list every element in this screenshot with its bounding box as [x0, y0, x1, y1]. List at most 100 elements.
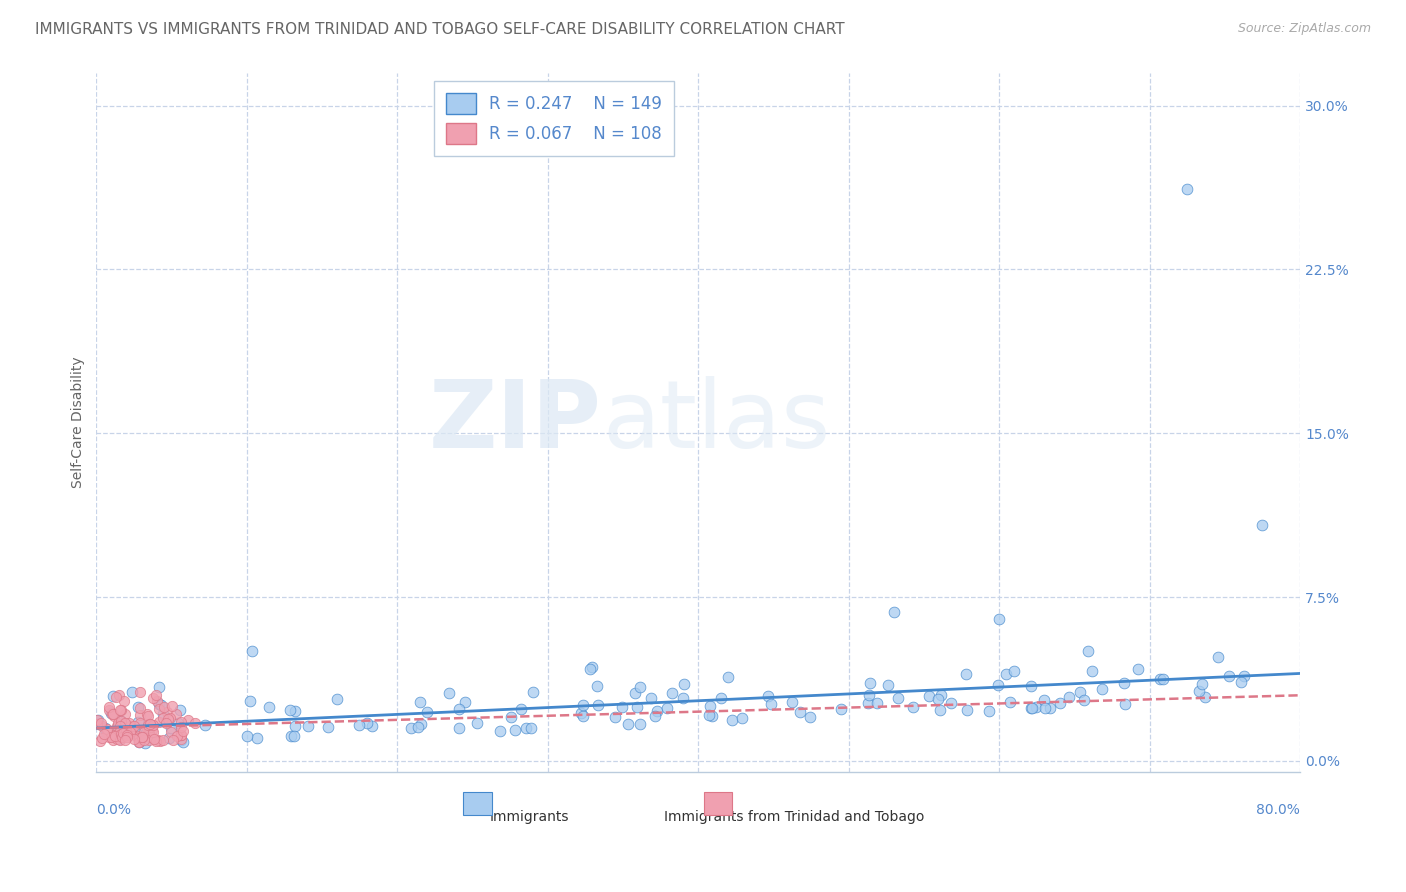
Point	[520, 722, 543, 736]
Point	[628, 716, 651, 731]
Point	[406, 721, 429, 735]
Point	[101, 689, 124, 703]
Point	[105, 690, 128, 704]
Point	[416, 706, 439, 720]
Point	[108, 732, 131, 747]
Point	[118, 725, 141, 739]
Point	[169, 703, 191, 717]
Point	[1175, 182, 1198, 196]
Point	[1077, 643, 1099, 657]
Point	[136, 720, 159, 734]
Point	[572, 709, 595, 723]
Point	[155, 715, 177, 730]
Point	[859, 676, 882, 690]
Point	[110, 703, 132, 717]
Point	[789, 706, 811, 720]
Point	[1033, 693, 1056, 707]
Point	[1187, 684, 1209, 698]
Point	[103, 708, 125, 723]
Point	[877, 678, 900, 692]
Point	[644, 709, 666, 723]
Point	[97, 731, 120, 745]
Point	[409, 695, 432, 709]
Point	[655, 700, 678, 714]
Point	[588, 698, 610, 712]
Point	[152, 707, 174, 722]
Point	[1021, 701, 1043, 715]
Point	[96, 724, 118, 739]
Point	[101, 706, 124, 721]
Point	[93, 722, 115, 736]
Point	[1114, 698, 1136, 712]
Point	[149, 734, 172, 748]
Point	[454, 695, 477, 709]
Point	[90, 716, 112, 731]
Text: IMMIGRANTS VS IMMIGRANTS FROM TRINIDAD AND TOBAGO SELF-CARE DISABILITY CORRELATI: IMMIGRANTS VS IMMIGRANTS FROM TRINIDAD A…	[35, 22, 845, 37]
Point	[1002, 664, 1025, 678]
Point	[326, 691, 349, 706]
Point	[640, 691, 662, 706]
Point	[166, 715, 188, 730]
Point	[103, 732, 125, 747]
Point	[617, 717, 640, 731]
Point	[98, 725, 121, 739]
Point	[1206, 650, 1229, 665]
Point	[1152, 672, 1174, 686]
Point	[239, 694, 262, 708]
Point	[152, 711, 174, 725]
Point	[437, 686, 460, 700]
Point	[246, 731, 269, 746]
Point	[278, 703, 301, 717]
Point	[581, 660, 603, 674]
Point	[235, 729, 257, 743]
Point	[128, 734, 150, 748]
Point	[142, 725, 165, 739]
Point	[699, 698, 721, 713]
Point	[108, 718, 131, 732]
Point	[170, 715, 193, 730]
Point	[1091, 681, 1114, 696]
Point	[1073, 693, 1095, 707]
Point	[172, 735, 194, 749]
Text: 0.0%: 0.0%	[97, 803, 131, 817]
Point	[401, 722, 423, 736]
Point	[117, 728, 139, 742]
Point	[177, 714, 200, 728]
Point	[578, 662, 600, 676]
Point	[115, 724, 138, 739]
Point	[170, 728, 193, 742]
Point	[626, 700, 648, 714]
Point	[661, 686, 683, 700]
Text: 80.0%: 80.0%	[1256, 803, 1301, 817]
Point	[114, 706, 136, 721]
Point	[447, 702, 470, 716]
Point	[1126, 662, 1149, 676]
Point	[87, 713, 110, 727]
Point	[156, 706, 179, 720]
Point	[96, 722, 118, 736]
Point	[111, 726, 134, 740]
Point	[132, 732, 155, 747]
Point	[988, 612, 1011, 626]
Point	[830, 702, 852, 716]
Legend: R = 0.247    N = 149, R = 0.067    N = 108: R = 0.247 N = 149, R = 0.067 N = 108	[434, 81, 673, 156]
Point	[673, 677, 696, 691]
Point	[887, 691, 910, 706]
Point	[148, 702, 170, 716]
Point	[284, 719, 307, 733]
Point	[94, 725, 117, 739]
Point	[89, 734, 111, 748]
Point	[136, 709, 159, 723]
Point	[132, 728, 155, 742]
Point	[117, 723, 139, 738]
Point	[160, 698, 183, 713]
Point	[586, 679, 609, 693]
Point	[114, 732, 136, 747]
Point	[283, 730, 305, 744]
Point	[1021, 700, 1043, 714]
Point	[758, 689, 780, 703]
Point	[142, 690, 165, 705]
Point	[166, 729, 188, 743]
Point	[114, 723, 136, 737]
Point	[409, 716, 432, 731]
